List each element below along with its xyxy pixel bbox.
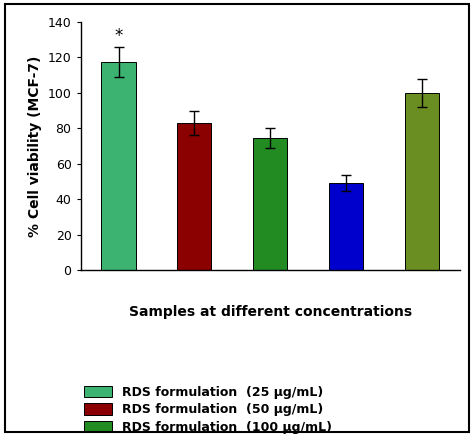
Legend: RDS formulation  (25 μg/mL), RDS formulation  (50 μg/mL), RDS formulation  (100 : RDS formulation (25 μg/mL), RDS formulat… <box>79 381 337 436</box>
Y-axis label: % Cell viability (MCF-7): % Cell viability (MCF-7) <box>28 55 42 237</box>
Bar <box>253 138 287 270</box>
Bar <box>101 62 136 270</box>
Bar <box>329 183 363 270</box>
Bar <box>177 123 211 270</box>
Text: Samples at different concentrations: Samples at different concentrations <box>128 305 412 319</box>
Bar <box>405 93 439 270</box>
Text: *: * <box>114 27 123 45</box>
